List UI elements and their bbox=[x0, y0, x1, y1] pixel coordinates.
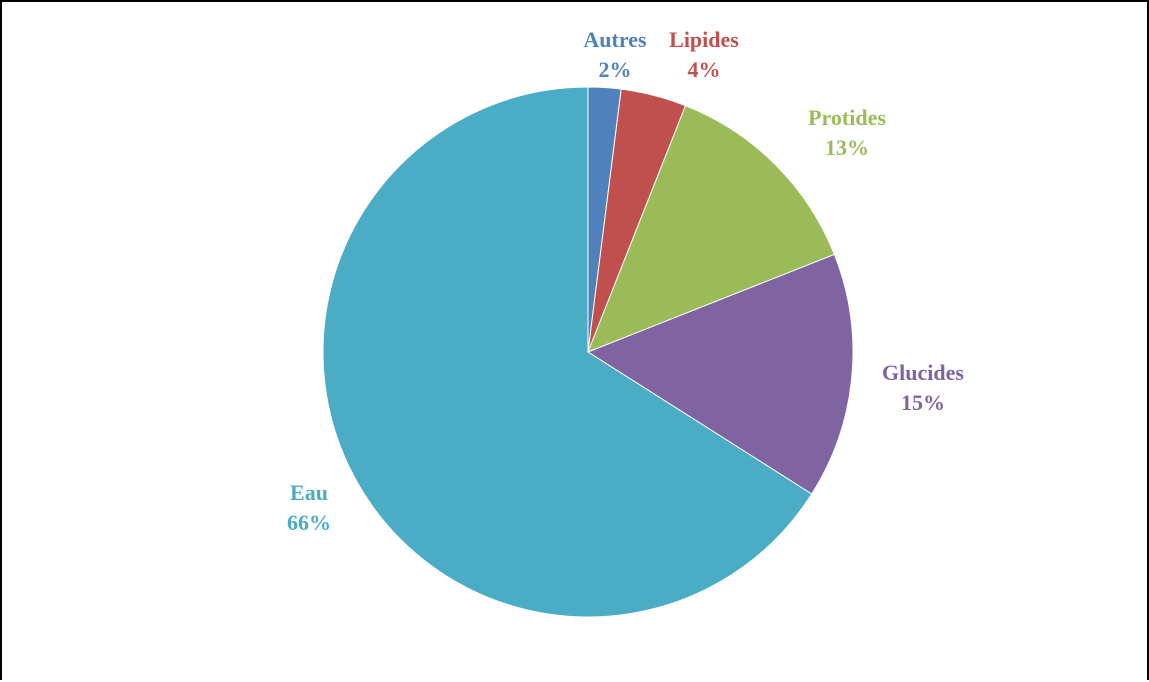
slice-value-protides: 13% bbox=[825, 135, 869, 160]
slice-label-eau: Eau bbox=[290, 480, 328, 505]
slice-label-lipides: Lipides bbox=[669, 27, 739, 52]
pie-labels: Autres 2% Lipides 4% Protides 13% Glucides 15% E… bbox=[287, 27, 964, 535]
slice-label-protides: Protides bbox=[808, 105, 886, 130]
slice-value-autres: 2% bbox=[599, 57, 632, 82]
pie-slice-eau bbox=[322, 86, 813, 618]
slice-label-glucides: Glucides bbox=[882, 360, 964, 385]
pie-slice-glucides bbox=[586, 253, 854, 495]
pie-slice-protides bbox=[587, 104, 836, 353]
slice-value-lipides: 4% bbox=[688, 57, 721, 82]
slice-value-eau: 66% bbox=[287, 510, 331, 535]
slice-label-autres: Autres bbox=[583, 27, 647, 52]
slice-value-glucides: 15% bbox=[901, 390, 945, 415]
pie-slices bbox=[322, 86, 854, 618]
